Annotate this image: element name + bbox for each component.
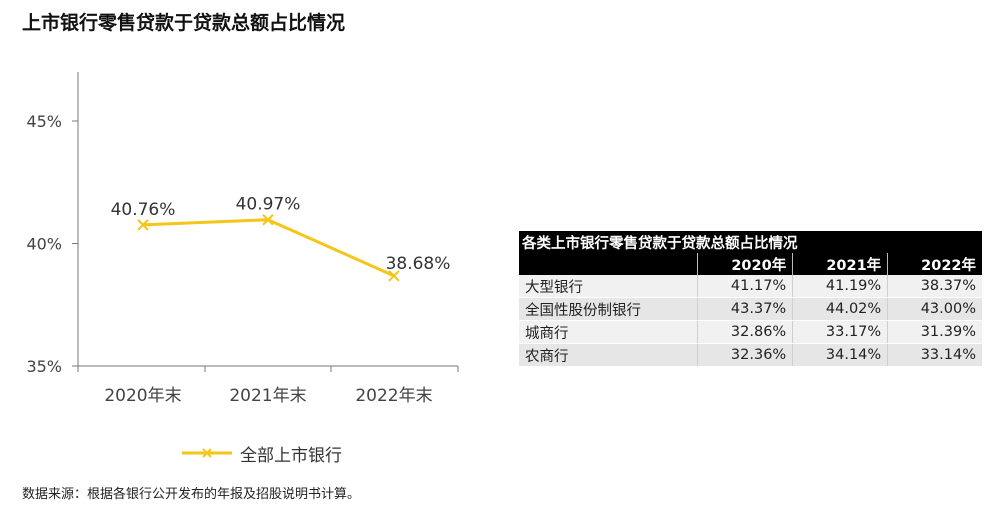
table-header-blank: [519, 253, 698, 275]
table-row: 大型银行 41.17% 41.19% 38.37%: [519, 275, 982, 298]
table-row: 全国性股份制银行 43.37% 44.02% 43.00%: [519, 297, 982, 321]
data-label: 38.68%: [386, 254, 451, 274]
cell-value: 41.17%: [697, 275, 793, 298]
row-label: 大型银行: [519, 275, 698, 298]
chart-legend: 全部上市银行: [182, 441, 342, 466]
data-point-marker: [137, 219, 149, 231]
table-header-year: 2021年: [792, 253, 888, 275]
data-label: 40.97%: [236, 195, 301, 215]
legend-line-marker-icon: [182, 448, 232, 458]
cell-value: 44.02%: [792, 297, 888, 321]
cell-value: 32.86%: [697, 320, 793, 344]
cell-value: 41.19%: [792, 275, 888, 298]
data-label: 40.76%: [111, 200, 176, 220]
line-chart: 35% 40% 45% 2020年末 2021年末 2022年末 40.76% 40.97% 3…: [26, 72, 459, 406]
x-tick-label: 2022年末: [355, 386, 432, 406]
y-tick-label: 35%: [26, 357, 62, 376]
cell-value: 38.37%: [887, 275, 982, 298]
series-line: [142, 218, 395, 278]
y-tick-label: 40%: [26, 235, 62, 254]
y-tick-label: 45%: [26, 112, 62, 131]
row-label: 城商行: [519, 320, 698, 344]
data-point-marker: [262, 214, 274, 226]
table-caption: 各类上市银行零售贷款于贷款总额占比情况: [519, 231, 982, 253]
cell-value: 43.37%: [697, 297, 793, 321]
table-row: 农商行 32.36% 34.14% 33.14%: [519, 343, 982, 367]
cell-value: 33.14%: [887, 343, 982, 367]
data-point-marker: [388, 270, 400, 282]
x-tick-label: 2020年末: [104, 386, 181, 406]
data-table: 各类上市银行零售贷款于贷款总额占比情况 2020年 2021年 2022年 大型…: [519, 231, 982, 367]
cell-value: 32.36%: [697, 343, 793, 367]
cell-value: 34.14%: [792, 343, 888, 367]
table-header-year: 2020年: [697, 253, 793, 275]
x-tick-label: 2021年末: [229, 386, 306, 406]
cell-value: 43.00%: [887, 297, 982, 321]
source-note: 数据来源：根据各银行公开发布的年报及招股说明书计算。: [22, 487, 361, 502]
page-title: 上市银行零售贷款于贷款总额占比情况: [22, 12, 346, 34]
cell-value: 33.17%: [792, 320, 888, 344]
table-row: 城商行 32.86% 33.17% 31.39%: [519, 320, 982, 344]
cell-value: 31.39%: [887, 320, 982, 344]
legend-label: 全部上市银行: [240, 445, 342, 466]
table-header-year: 2022年: [887, 253, 982, 275]
row-label: 全国性股份制银行: [519, 297, 698, 321]
row-label: 农商行: [519, 343, 698, 367]
